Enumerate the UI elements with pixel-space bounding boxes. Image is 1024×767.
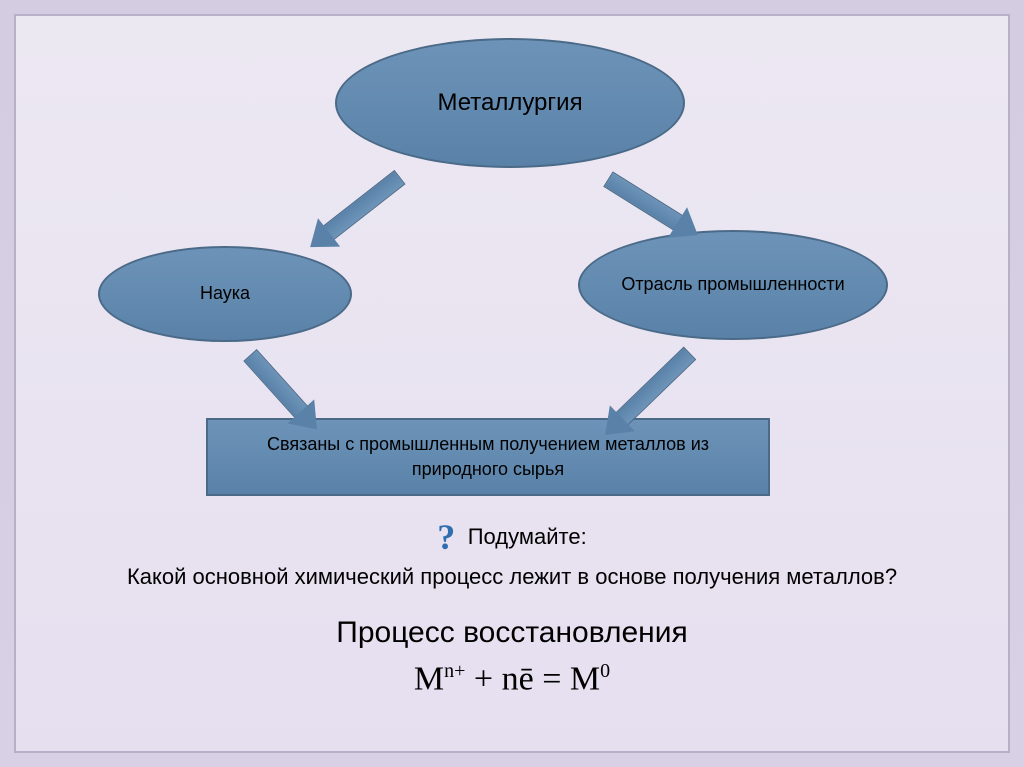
question-block: ? Подумайте: Какой основной химический п… xyxy=(0,516,1024,590)
formula-M1: M xyxy=(414,660,444,697)
question-text: Какой основной химический процесс лежит … xyxy=(0,564,1024,590)
formula-plus: + n xyxy=(465,660,518,697)
node-metallurgy: Металлургия xyxy=(335,38,685,168)
formula-eq: = xyxy=(534,660,570,697)
answer-formula: Mn+ + nē = M0 xyxy=(0,660,1024,698)
node-label: Связаны с промышленным получением металл… xyxy=(228,432,748,482)
node-label: Металлургия xyxy=(437,89,582,117)
formula-sup1: n+ xyxy=(444,660,465,682)
formula-M2: M xyxy=(570,660,600,697)
node-label: Наука xyxy=(200,282,250,305)
question-think-label: Подумайте: xyxy=(468,524,587,550)
node-label: Отрасль промышленности xyxy=(621,273,844,296)
question-line1: ? Подумайте: xyxy=(0,516,1024,558)
node-science: Наука xyxy=(98,246,352,342)
node-result: Связаны с промышленным получением металл… xyxy=(206,418,770,496)
question-mark-icon: ? xyxy=(437,516,455,558)
formula-sup2: 0 xyxy=(600,660,610,682)
formula-ebar: ē xyxy=(519,660,534,697)
node-industry: Отрасль промышленности xyxy=(578,230,888,340)
answer-title: Процесс восстановления xyxy=(0,616,1024,650)
